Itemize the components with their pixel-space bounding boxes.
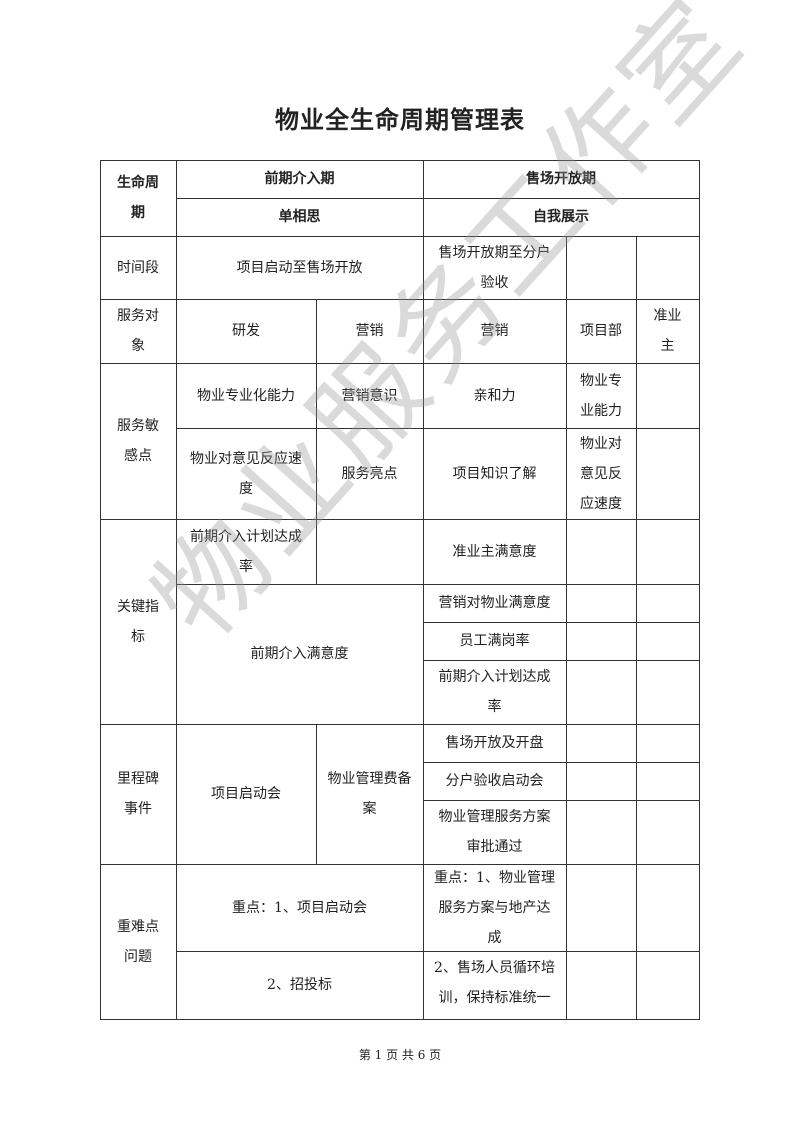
empty-cell	[636, 864, 700, 952]
table-cell: 重点：1、物业管理服务方案与地产达成	[423, 864, 567, 952]
empty-cell	[566, 724, 637, 763]
phase-theme: 单相思	[176, 198, 424, 237]
row-label: 服务敏感点	[100, 363, 177, 520]
table-cell: 营销意识	[316, 363, 424, 429]
page-footer: 第 1 页 共 6 页	[358, 1048, 442, 1062]
table-cell: 准业主满意度	[423, 519, 567, 585]
table-cell: 服务亮点	[316, 428, 424, 520]
lifecycle-table: 生命周期 前期介入期 售场开放期 单相思 自我展示时间段 项目启动至售场开放 售场开放期至分…	[100, 160, 700, 1020]
lifecycle-header: 生命周期	[100, 160, 177, 237]
table-cell: 物业专业能力	[566, 363, 637, 429]
phase-header: 前期介入期	[176, 160, 424, 199]
empty-cell	[636, 800, 700, 865]
empty-cell	[636, 951, 700, 1020]
empty-cell	[636, 363, 700, 429]
empty-cell	[316, 519, 424, 585]
empty-cell	[636, 622, 700, 661]
table-cell: 准业主	[636, 299, 700, 364]
empty-cell	[566, 584, 637, 623]
table-cell: 售场开放及开盘	[423, 724, 567, 763]
row-label: 里程碑事件	[100, 724, 177, 865]
row-label: 重难点问题	[100, 864, 177, 1020]
empty-cell	[566, 800, 637, 865]
empty-cell	[636, 584, 700, 623]
table-cell: 前期介入满意度	[176, 584, 424, 725]
empty-cell	[636, 762, 700, 801]
table-cell: 物业对意见反应速度	[176, 428, 317, 520]
empty-cell	[636, 724, 700, 763]
table-cell: 营销	[316, 299, 424, 364]
table-cell: 项目部	[566, 299, 637, 364]
table-cell: 前期介入计划达成率	[423, 660, 567, 725]
table-cell: 项目知识了解	[423, 428, 567, 520]
table-cell: 分户验收启动会	[423, 762, 567, 801]
empty-cell	[566, 660, 637, 725]
table-cell: 物业专业化能力	[176, 363, 317, 429]
table-cell: 2、售场人员循环培训，保持标准统一和	[423, 951, 567, 1020]
empty-cell	[636, 236, 700, 300]
table-cell: 重点：1、项目启动会	[176, 864, 424, 952]
table-cell: 营销	[423, 299, 567, 364]
table-cell: 营销对物业满意度	[423, 584, 567, 623]
page-title: 物业全生命周期管理表	[275, 105, 525, 134]
empty-cell	[636, 660, 700, 725]
row-label: 服务对象	[100, 299, 177, 364]
table-cell: 物业对意见反应速度	[566, 428, 637, 520]
empty-cell	[566, 519, 637, 585]
table-cell: 员工满岗率	[423, 622, 567, 661]
phase-header: 售场开放期	[423, 160, 700, 199]
phase-theme: 自我展示	[423, 198, 700, 237]
table-cell: 研发	[176, 299, 317, 364]
table-cell: 前期介入计划达成率	[176, 519, 317, 585]
empty-cell	[566, 864, 637, 952]
table-cell: 项目启动会	[176, 724, 317, 865]
table-cell: 亲和力	[423, 363, 567, 429]
table-cell: 物业管理服务方案审批通过	[423, 800, 567, 865]
row-label: 时间段	[100, 236, 177, 300]
row-label: 关键指标	[100, 519, 177, 725]
table-cell: 物业管理费备案	[316, 724, 424, 865]
empty-cell	[636, 428, 700, 520]
empty-cell	[566, 951, 637, 1020]
empty-cell	[566, 236, 637, 300]
empty-cell	[566, 762, 637, 801]
table-cell: 项目启动至售场开放	[176, 236, 424, 300]
empty-cell	[566, 622, 637, 661]
table-cell: 售场开放期至分户验收	[423, 236, 567, 300]
table-cell: 2、招投标	[176, 951, 424, 1020]
empty-cell	[636, 519, 700, 585]
